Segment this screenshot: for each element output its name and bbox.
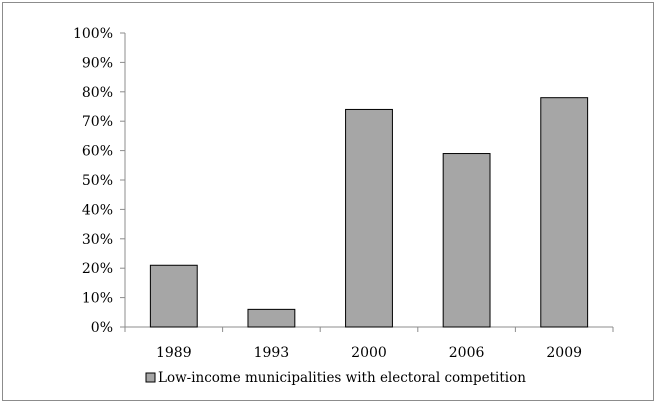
legend-swatch [145, 372, 156, 383]
y-tick-label: 90% [82, 55, 113, 71]
y-tick-label: 30% [82, 232, 113, 248]
x-tick-label: 1989 [156, 345, 192, 361]
x-tick-label: 1993 [254, 345, 290, 361]
x-tick-label: 2006 [449, 345, 485, 361]
legend-label: Low-income municipalities with electoral… [158, 370, 526, 386]
y-tick-label: 70% [82, 114, 113, 130]
y-tick-label: 20% [82, 261, 113, 277]
x-tick-label: 2000 [351, 345, 387, 361]
y-tick-label: 10% [82, 291, 113, 307]
bars [149, 97, 589, 328]
y-tick-label: 40% [82, 202, 113, 218]
bar-1989 [149, 264, 198, 328]
y-tick-label: 60% [82, 144, 113, 160]
bar-1993 [247, 308, 296, 328]
bar-2009 [540, 97, 589, 328]
x-tick-label: 2009 [546, 345, 582, 361]
legend: Low-income municipalities with electoral… [145, 370, 526, 386]
y-axis: 0% 10% 20% 30% 40% 50% 60% 70% 80% 90% 100% [73, 26, 126, 336]
y-tick-label: 80% [82, 85, 113, 101]
y-tick-label: 0% [91, 320, 113, 336]
y-tick-label: 100% [73, 26, 113, 42]
y-tick-label: 50% [82, 173, 113, 189]
x-axis: 1989 1993 2000 2006 2009 [124, 326, 614, 361]
bar-2000 [345, 108, 393, 328]
bar-2006 [442, 153, 491, 328]
